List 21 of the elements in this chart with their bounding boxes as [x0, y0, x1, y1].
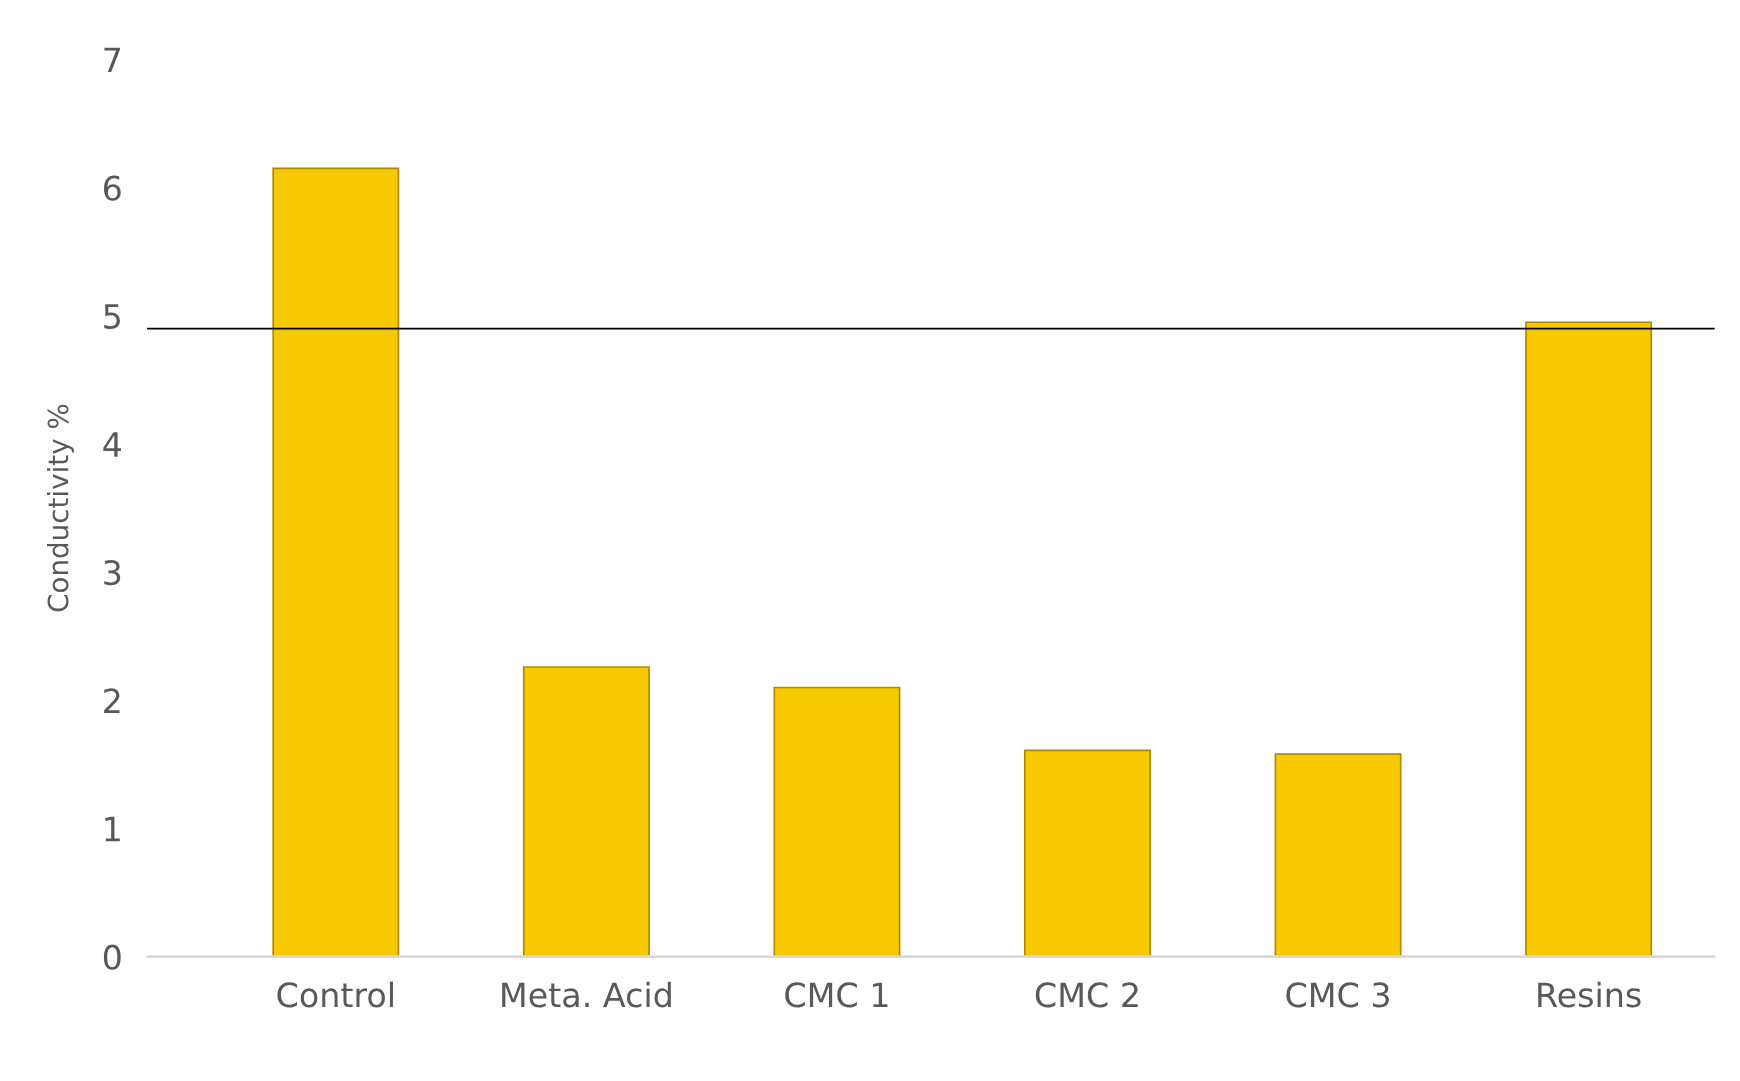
x-tick-label: Control [277, 981, 393, 1008]
bar [522, 666, 650, 957]
x-tick-label: Resins [1538, 981, 1641, 1008]
y-tick-label: 5 [104, 304, 120, 329]
y-tick-label: 4 [103, 432, 122, 457]
y-axis-title: Conductivity % [47, 404, 74, 612]
x-tick-label: CMC 1 [785, 982, 888, 1008]
y-tick-label: 6 [104, 175, 121, 201]
y-tick-label: 1 [105, 816, 120, 842]
bar [1024, 749, 1151, 957]
x-tick-label: CMC 2 [1035, 982, 1138, 1008]
y-tick-label: 2 [104, 688, 120, 713]
y-tick-label: 7 [104, 47, 121, 73]
bar [272, 167, 400, 957]
x-tick-label: Meta. Acid [502, 981, 671, 1008]
bar [1525, 321, 1653, 957]
y-tick-label: 3 [104, 560, 121, 586]
x-tick-label: CMC 3 [1286, 982, 1389, 1008]
bar [773, 686, 901, 957]
y-tick-label: 0 [103, 944, 121, 970]
bar [1274, 753, 1402, 957]
